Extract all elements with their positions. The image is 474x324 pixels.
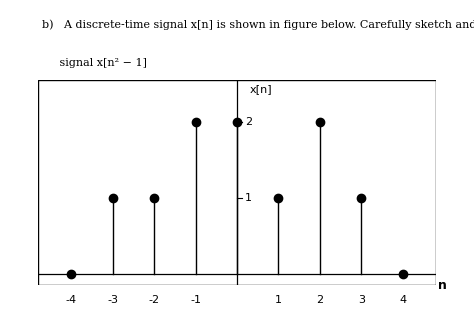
- Text: 2: 2: [246, 117, 253, 127]
- Text: n: n: [438, 279, 447, 292]
- Text: signal x[n² − 1]: signal x[n² − 1]: [42, 58, 147, 68]
- Bar: [38, 80, 436, 285]
- Text: x[n]: x[n]: [249, 84, 272, 94]
- Text: b)   A discrete-time signal x[n] is shown in figure below. Carefully sketch and : b) A discrete-time signal x[n] is shown …: [42, 19, 474, 30]
- Text: 1: 1: [246, 193, 252, 203]
